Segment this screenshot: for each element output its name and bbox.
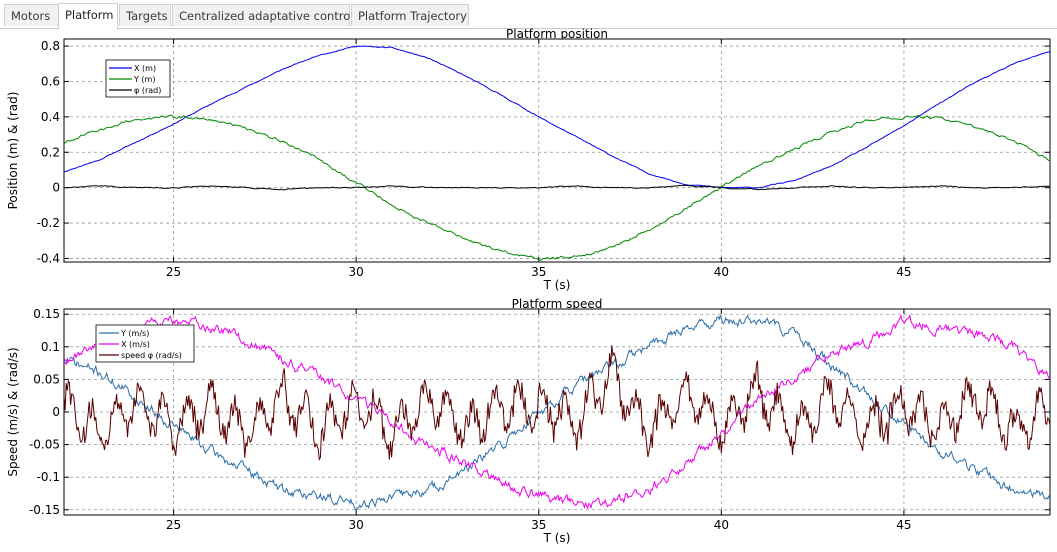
tab-centralized-adaptative-control[interactable]: Centralized adaptative control — [172, 4, 354, 26]
x-tick-label: 40 — [714, 518, 729, 532]
tab-platform[interactable]: Platform — [58, 3, 118, 29]
y-tick-label: -0.15 — [29, 503, 60, 517]
y-tick-label: 0.05 — [33, 372, 60, 386]
series-line — [64, 114, 1050, 261]
tab-platform-trajectory[interactable]: Platform Trajectory — [351, 4, 469, 26]
series-line — [64, 345, 1050, 461]
plot-frame — [63, 38, 1051, 263]
legend-label: speed φ (rad/s) — [121, 351, 182, 360]
series-line — [64, 314, 1050, 510]
series-line — [64, 184, 1050, 191]
x-axis-label: T (s) — [543, 531, 571, 545]
chart-title: Platform speed — [512, 297, 603, 311]
x-tick-label: 25 — [166, 518, 181, 532]
legend-label: Y (m) — [133, 75, 155, 84]
legend-label: X (m/s) — [121, 340, 150, 349]
y-axis-label: Speed (m/s) & (rad/s) — [6, 347, 20, 476]
x-tick-label: 35 — [531, 265, 546, 279]
tab-targets[interactable]: Targets — [119, 4, 171, 26]
y-tick-label: 0.6 — [41, 74, 60, 88]
y-tick-label: 0.1 — [41, 340, 60, 354]
y-tick-label: -0.4 — [37, 251, 60, 265]
charts-area: Platform position 25 30 35 40 45 0.8 0.6 0.4 0.2 0… — [6, 28, 1051, 545]
chart-panel-0: Platform position 25 30 35 40 45 0.8 0.6 0.4 0.2 0… — [6, 28, 1051, 292]
chart-panel-1: Platform speed 25 30 35 40 45 0.15 0.1 0.05 0 -0.0… — [6, 297, 1051, 545]
x-tick-label: 25 — [166, 265, 181, 279]
y-tick-label: 0 — [52, 181, 60, 195]
x-tick-label: 30 — [349, 518, 364, 532]
y-tick-label: 0.2 — [41, 145, 60, 159]
x-tick-label: 45 — [896, 265, 911, 279]
tab-bar: Motors Platform Targets Centralized adap… — [0, 0, 1057, 29]
x-tick-label: 35 — [531, 518, 546, 532]
x-tick-label: 40 — [714, 265, 729, 279]
legend-label: X (m) — [134, 64, 156, 73]
y-tick-label: -0.2 — [37, 216, 60, 230]
y-tick-label: -0.1 — [37, 470, 60, 484]
series-line — [64, 314, 1050, 511]
y-tick-label: 0.15 — [33, 307, 60, 321]
series-line — [64, 45, 1050, 189]
legend-label: φ (rad) — [134, 86, 161, 95]
legend: X (m) Y (m) φ (rad) — [105, 59, 171, 98]
y-tick-label: 0 — [52, 405, 60, 419]
legend-label: Y (m/s) — [120, 329, 149, 338]
legend: Y (m/s) X (m/s) speed φ (rad/s) — [95, 324, 195, 363]
y-tick-label: 0.4 — [41, 110, 60, 124]
x-axis-label: T (s) — [543, 278, 571, 292]
chart-title: Platform position — [506, 28, 608, 41]
tab-motors[interactable]: Motors — [4, 4, 59, 26]
y-tick-label: 0.8 — [41, 39, 60, 53]
x-tick-label: 45 — [896, 518, 911, 532]
y-tick-label: -0.05 — [29, 438, 60, 452]
y-axis-label: Position (m) & (rad) — [6, 92, 20, 210]
x-tick-label: 30 — [349, 265, 364, 279]
